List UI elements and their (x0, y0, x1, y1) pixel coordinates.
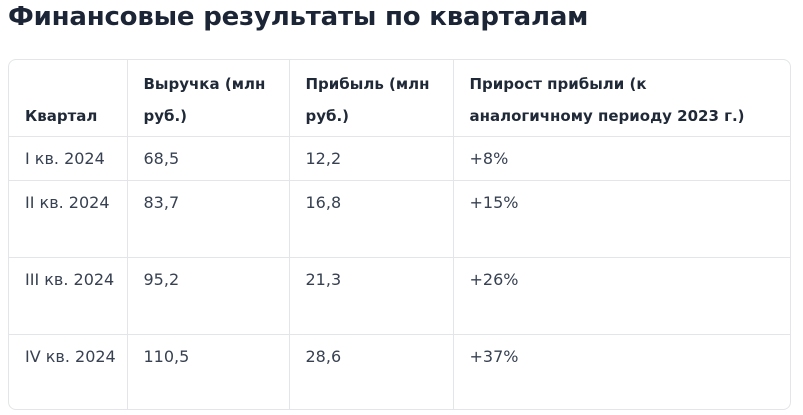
cell-profit: 21,3 (289, 257, 454, 335)
page-title: Финансовые результаты по кварталам (8, 2, 589, 32)
table-row: IV кв. 2024 110,5 28,6 +37% (9, 334, 790, 409)
cell-revenue: 95,2 (127, 257, 290, 335)
table-row: II кв. 2024 83,7 16,8 +15% (9, 180, 790, 258)
cell-quarter: IV кв. 2024 (9, 334, 128, 409)
cell-revenue: 83,7 (127, 180, 290, 258)
cell-quarter: I кв. 2024 (9, 136, 128, 181)
cell-revenue: 110,5 (127, 334, 290, 409)
column-header-profit: Прибыль (млн руб.) (289, 60, 454, 137)
table-header-row: Квартал Выручка (млн руб.) Прибыль (млн … (9, 60, 790, 137)
column-header-quarter: Квартал (9, 60, 128, 137)
column-header-revenue: Выручка (млн руб.) (127, 60, 290, 137)
results-table: Квартал Выручка (млн руб.) Прибыль (млн … (9, 60, 790, 409)
cell-quarter: II кв. 2024 (9, 180, 128, 258)
cell-profit: 16,8 (289, 180, 454, 258)
cell-profit-growth: +26% (453, 257, 790, 335)
cell-profit-growth: +8% (453, 136, 790, 181)
table-row: III кв. 2024 95,2 21,3 +26% (9, 257, 790, 335)
cell-profit-growth: +37% (469, 346, 519, 366)
cell-profit: 28,6 (289, 334, 454, 409)
cell-quarter: III кв. 2024 (9, 257, 128, 335)
financial-results-table: Квартал Выручка (млн руб.) Прибыль (млн … (8, 59, 791, 410)
cell-profit-growth: +15% (453, 180, 790, 258)
cell-profit: 12,2 (289, 136, 454, 181)
table-row: I кв. 2024 68,5 12,2 +8% (9, 136, 790, 181)
cell-revenue: 68,5 (127, 136, 290, 181)
column-header-profit-growth: Прирост прибыли (к аналогичному периоду … (453, 60, 790, 137)
